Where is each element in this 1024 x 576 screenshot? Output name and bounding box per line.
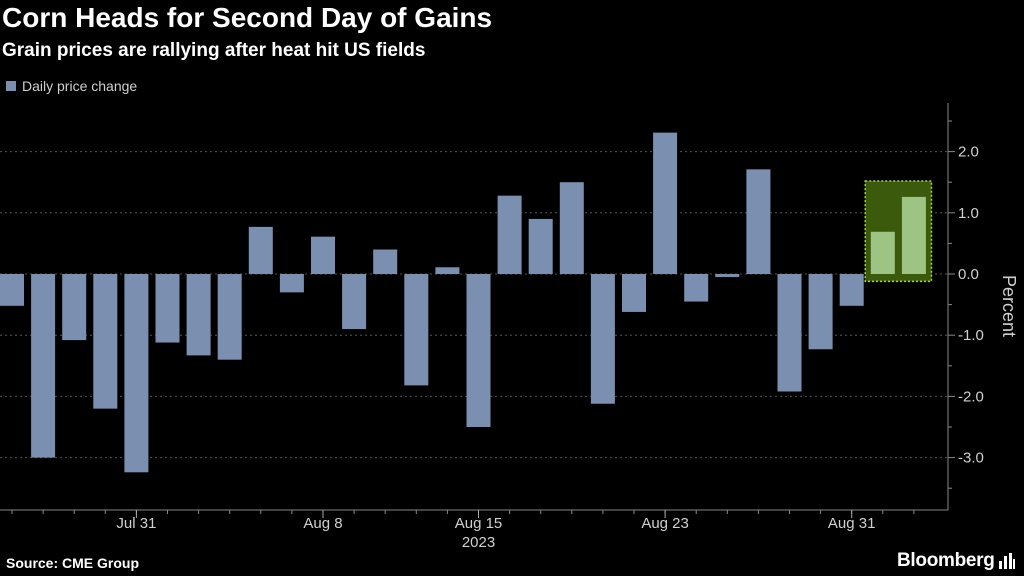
brand-logo: Bloomberg bbox=[897, 550, 1016, 572]
bar bbox=[590, 274, 615, 404]
bar bbox=[559, 182, 584, 274]
bar bbox=[0, 274, 24, 306]
bar bbox=[435, 267, 460, 274]
bar bbox=[528, 218, 553, 274]
y-tick-label: -3.0 bbox=[958, 450, 984, 467]
bar bbox=[870, 231, 895, 274]
bar bbox=[279, 274, 304, 293]
bar bbox=[777, 274, 802, 392]
bar bbox=[715, 274, 740, 278]
bar bbox=[497, 195, 522, 274]
bar bbox=[373, 249, 398, 274]
legend-label: Daily price change bbox=[22, 78, 138, 94]
bar bbox=[901, 196, 926, 274]
bar bbox=[248, 226, 273, 274]
y-tick-label: 1.0 bbox=[958, 205, 979, 222]
source-note: Source: CME Group bbox=[6, 555, 140, 571]
legend-swatch bbox=[6, 81, 16, 91]
legend: Daily price change bbox=[6, 78, 137, 94]
x-tick-label: Jul 31 bbox=[116, 515, 156, 532]
bar bbox=[217, 274, 242, 360]
x-year-label: 2023 bbox=[462, 534, 495, 551]
y-axis-label: Percent bbox=[999, 275, 1019, 337]
x-tick-label: Aug 8 bbox=[303, 515, 342, 532]
bar bbox=[808, 274, 833, 350]
bar bbox=[622, 274, 646, 312]
x-tick-label: Aug 31 bbox=[828, 515, 876, 532]
bar bbox=[466, 274, 491, 427]
bar bbox=[839, 274, 864, 306]
chart-title: Corn Heads for Second Day of Gains bbox=[2, 2, 493, 33]
y-tick-label: 0.0 bbox=[958, 266, 979, 283]
x-tick-label: Aug 23 bbox=[641, 515, 689, 532]
y-tick-label: -1.0 bbox=[958, 327, 984, 344]
bar bbox=[746, 169, 771, 274]
bar bbox=[404, 274, 429, 386]
y-tick-label: -2.0 bbox=[958, 388, 984, 405]
brand-name: Bloomberg bbox=[897, 550, 995, 571]
bar bbox=[311, 236, 335, 274]
bar bbox=[342, 274, 367, 330]
y-tick-label: 2.0 bbox=[958, 144, 979, 161]
bar bbox=[93, 274, 118, 409]
bar bbox=[186, 274, 211, 356]
bar bbox=[31, 274, 56, 458]
bar bbox=[62, 274, 87, 341]
chart-subtitle: Grain prices are rallying after heat hit… bbox=[2, 40, 426, 61]
bar bbox=[653, 132, 678, 274]
bar-chart-icon bbox=[998, 553, 1015, 569]
bar bbox=[155, 274, 180, 343]
x-tick-label: Aug 15 bbox=[455, 515, 503, 532]
bar bbox=[684, 274, 709, 302]
bar bbox=[124, 274, 149, 473]
